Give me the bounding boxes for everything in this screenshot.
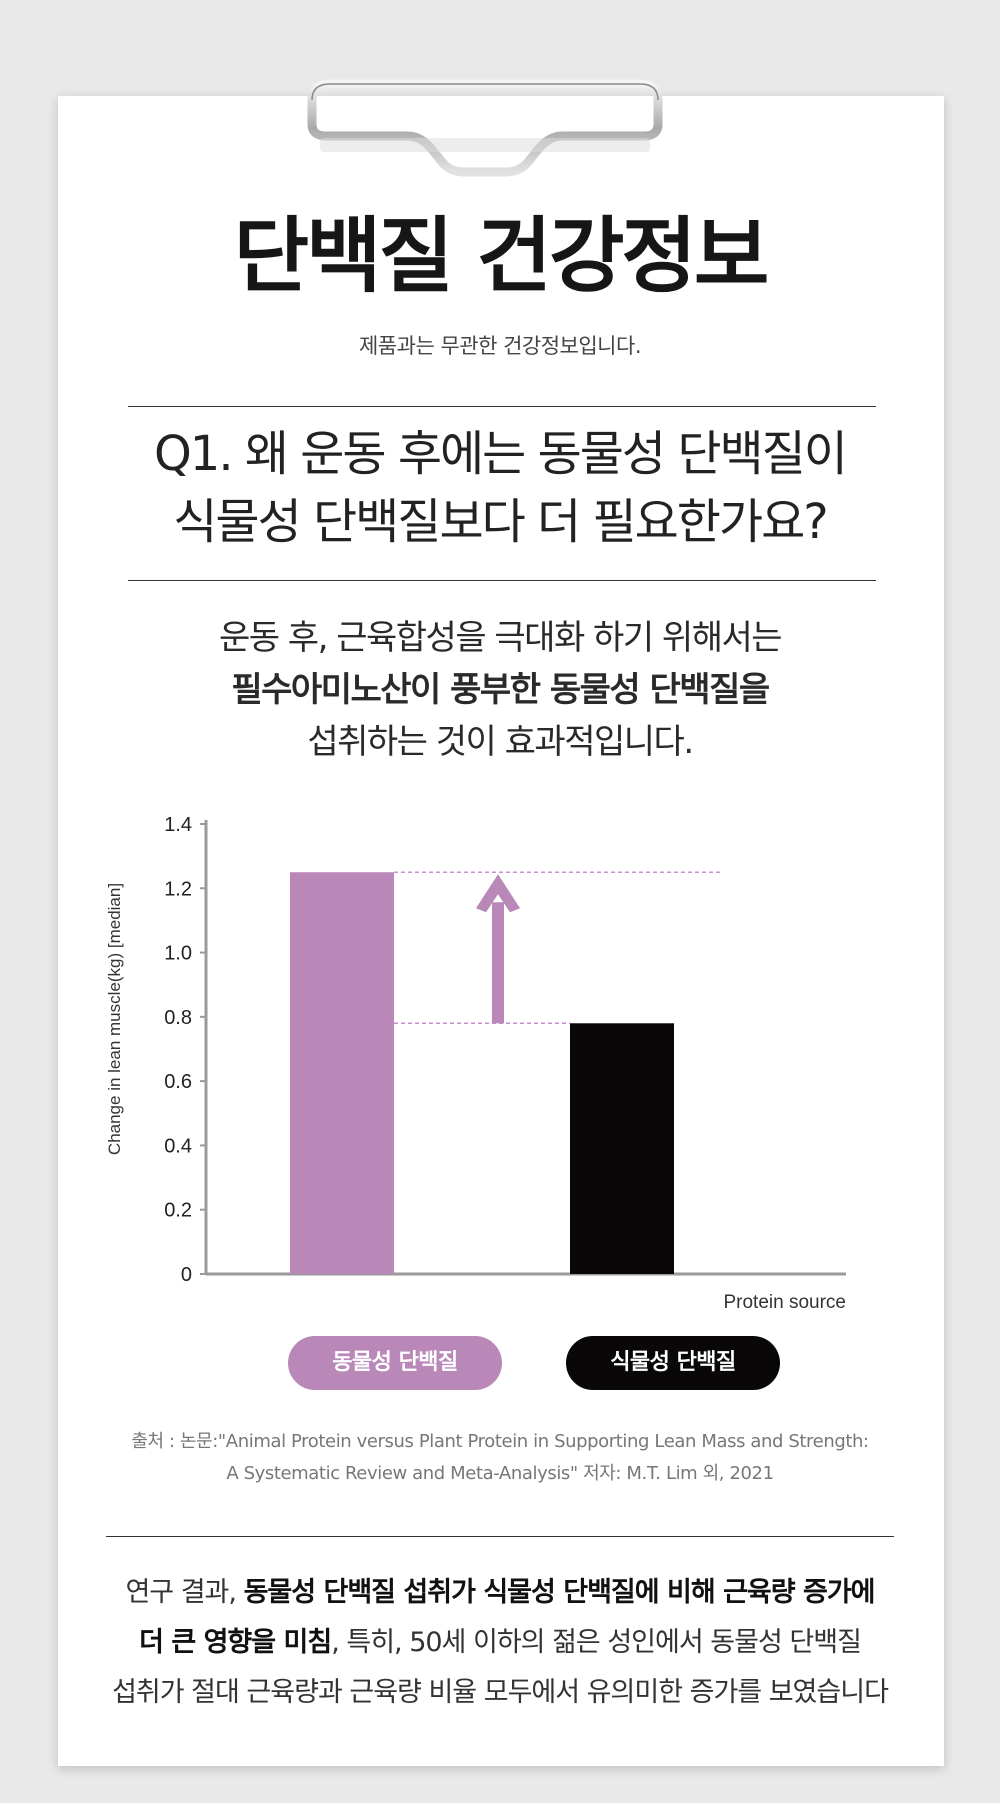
y-tick-label-7: 1.4 [164,814,192,836]
answer-line-3: 섭취하는 것이 효과적입니다. [307,722,694,762]
y-tick-label-3: 0.6 [164,1071,192,1093]
divider-conclusion [106,1536,894,1537]
conclusion-line-3: 섭취가 절대 근육량과 근육량 비율 모두에서 유의미한 증가를 보였습니다 [112,1677,889,1708]
conclusion-l1-bold: 동물성 단백질 섭취가 식물성 단백질에 비해 근육량 증가에 [243,1577,876,1608]
bar-animal [290,872,394,1274]
conclusion-line-1: 연구 결과, 동물성 단백질 섭취가 식물성 단백질에 비해 근육량 증가에 [0,1568,1000,1618]
conclusion-text: 연구 결과, 동물성 단백질 섭취가 식물성 단백질에 비해 근육량 증가에 더… [0,1568,1000,1718]
y-tick-label-5: 1.0 [164,943,192,965]
answer-line-1: 운동 후, 근육합성을 극대화 하기 위해서는 [218,618,783,658]
y-tick-label-4: 0.8 [164,1007,192,1029]
page-title: 단백질 건강정보 [233,209,770,304]
y-tick-label-6: 1.2 [164,878,192,900]
x-axis-label: Protein source [723,1292,846,1313]
divider-question-bottom [128,580,876,581]
y-tick-label-0: 0 [181,1264,192,1286]
conclusion-line-2: 더 큰 영향을 미침, 특히, 50세 이하의 젊은 성인에서 동물성 단백질 [0,1618,1000,1668]
source-line-2: A Systematic Review and Meta-Analysis" 저… [226,1463,774,1484]
question-line-1: Q1. 왜 운동 후에는 동물성 단백질이 [154,426,848,482]
source-line-1: 출처 : 논문:"Animal Protein versus Plant Pro… [131,1431,869,1452]
source-citation: 출처 : 논문:"Animal Protein versus Plant Pro… [0,1426,1000,1490]
legend-plant-protein: 식물성 단백질 [566,1336,780,1390]
bar-plant [570,1023,674,1274]
divider-top [128,406,876,407]
answer-line-2: 필수아미노산이 풍부한 동물성 단백질을 [231,670,770,710]
y-axis-label: Change in lean muscle(kg) [median] [105,883,124,1155]
legend-animal-protein: 동물성 단백질 [288,1336,502,1390]
conclusion-l1-normal: 연구 결과, [125,1577,244,1608]
conclusion-l2-bold: 더 큰 영향을 미침 [139,1627,332,1658]
answer-text: 운동 후, 근육합성을 극대화 하기 위해서는 필수아미노산이 풍부한 동물성 … [0,612,1000,768]
question-line-2: 식물성 단백질보다 더 필요한가요? [173,494,829,550]
lean-muscle-bar-chart: 0 0.2 0.4 0.6 0.8 1.0 1.2 1.4 Change in lean mus… [105,814,846,1313]
up-arrow-shaft [492,902,504,1024]
clipboard-clip-icon [307,79,663,177]
conclusion-l2-normal: , 특히, 50세 이하의 젊은 성인에서 동물성 단백질 [331,1627,862,1658]
question-heading: Q1. 왜 운동 후에는 동물성 단백질이 식물성 단백질보다 더 필요한가요? [0,420,1000,556]
page-subtitle: 제품과는 무관한 건강정보입니다. [358,334,642,358]
y-tick-label-2: 0.4 [164,1135,192,1157]
y-tick-label-1: 0.2 [164,1200,192,1222]
up-arrow-icon [476,874,520,913]
